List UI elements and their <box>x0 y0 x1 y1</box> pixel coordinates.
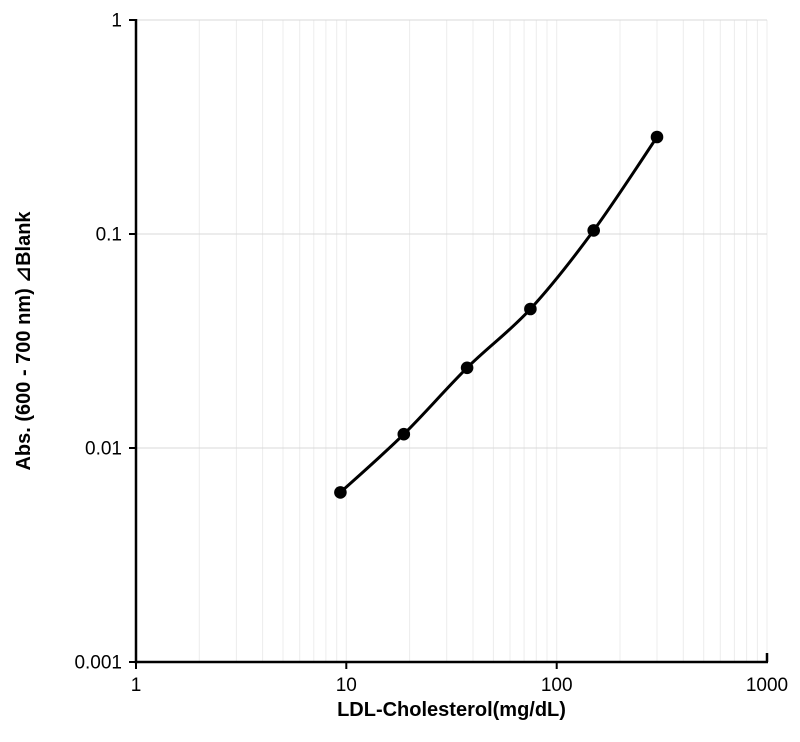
data-point-marker <box>587 224 600 237</box>
x-tick-label: 100 <box>541 675 573 696</box>
data-point-marker <box>460 361 474 375</box>
y-tick-label: 0.001 <box>74 653 122 674</box>
x-tick-label: 1 <box>131 675 142 696</box>
y-tick-label: 0.1 <box>96 225 122 246</box>
data-point-marker <box>334 486 347 499</box>
x-tick-label: 10 <box>336 675 357 696</box>
y-tick-label: 0.01 <box>85 439 122 460</box>
data-point-marker <box>524 302 537 316</box>
y-tick-label: 1 <box>111 11 122 32</box>
data-point-marker <box>397 427 411 441</box>
x-axis-title: LDL-Cholesterol(mg/dL) <box>337 699 566 721</box>
x-tick-label: 1000 <box>746 675 788 696</box>
data-point-marker <box>650 130 664 144</box>
y-axis-title: Abs. (600 - 700 nm) ⊿Blank <box>13 211 35 471</box>
standard-curve-line <box>338 135 659 494</box>
